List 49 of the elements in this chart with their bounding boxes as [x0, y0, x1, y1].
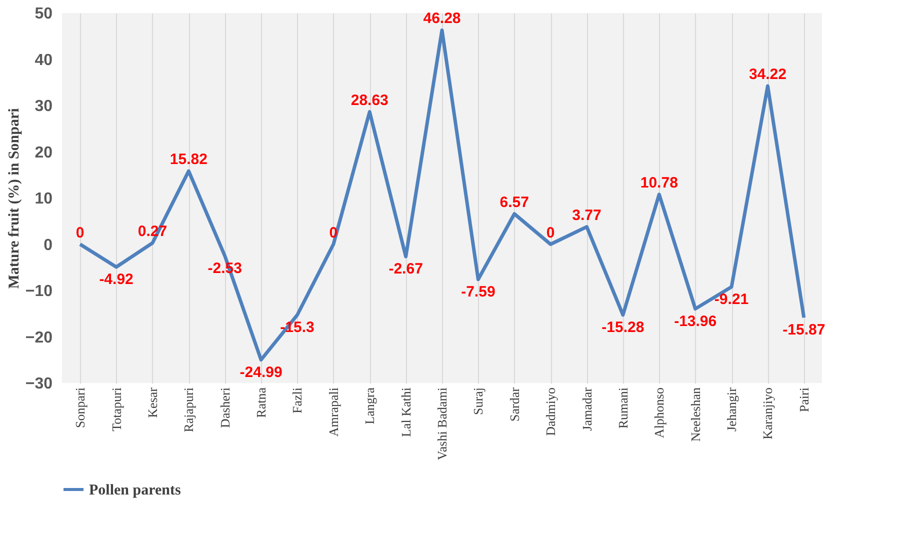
x-tick-label: Rajapuri: [181, 387, 196, 432]
data-label: 0: [546, 224, 555, 242]
data-label: -2.67: [388, 260, 423, 278]
x-tick-label: Totapuri: [108, 387, 124, 432]
data-label: -24.99: [240, 364, 282, 381]
data-label: 15.82: [170, 151, 208, 168]
x-tick-label: Amrapali: [326, 387, 341, 437]
data-label: -15.87: [782, 322, 826, 339]
x-tick-label: Neeleshan: [688, 387, 703, 442]
data-label: 10.78: [640, 174, 678, 192]
x-tick-label: Suraj: [470, 388, 486, 415]
y-tick-label: 40: [34, 52, 53, 69]
x-tick-label: Alphonso: [652, 388, 667, 438]
y-tick-label: 0: [44, 236, 53, 254]
x-tick-label: Jehangir: [724, 386, 740, 432]
x-tick-label: Ratna: [254, 387, 269, 418]
x-tick-label: Sardar: [506, 386, 522, 422]
x-tick-label: Langra: [362, 387, 378, 424]
data-label: 3.77: [572, 206, 602, 224]
y-tick-label: 30: [34, 98, 53, 115]
x-tick-label: Lal Kathi: [398, 387, 414, 437]
y-tick-label: 20: [34, 144, 53, 162]
x-tick-label: Rumani: [615, 387, 630, 429]
data-label: -4.92: [99, 271, 134, 288]
data-label: 34.22: [748, 66, 786, 83]
x-tick-label: Fazli: [290, 387, 305, 414]
data-label: -9.21: [714, 290, 749, 308]
x-tick-label: Kesar: [144, 386, 160, 418]
x-tick-label: Dadmiyo: [543, 388, 558, 436]
data-label: 46.28: [423, 10, 461, 28]
data-label: 6.57: [500, 194, 529, 211]
y-tick-label: −10: [25, 283, 53, 300]
data-label: -13.96: [674, 312, 717, 330]
y-tick-label: 50: [34, 6, 53, 22]
x-tick-label: Sonpari: [72, 387, 88, 428]
x-tick-label: Dasheri: [217, 387, 232, 428]
data-label: 0: [76, 224, 84, 242]
legend-label: Pollen parents: [89, 482, 181, 498]
data-label: -7.59: [461, 283, 496, 300]
data-label: 28.63: [350, 92, 388, 109]
x-tick-label: Pairi: [796, 387, 812, 412]
x-tick-label: Karanjiyo: [760, 388, 776, 440]
y-axis-title: Mature fruit (%) in Sonpari: [6, 108, 22, 289]
y-tick-label: −30: [25, 376, 53, 392]
x-tick-label: Vashi Badami: [434, 387, 450, 460]
x-tick-label: Jamadar: [579, 386, 594, 431]
y-tick-label: 10: [34, 190, 53, 208]
y-tick-label: −20: [25, 329, 53, 346]
data-label: -15.28: [602, 318, 644, 336]
